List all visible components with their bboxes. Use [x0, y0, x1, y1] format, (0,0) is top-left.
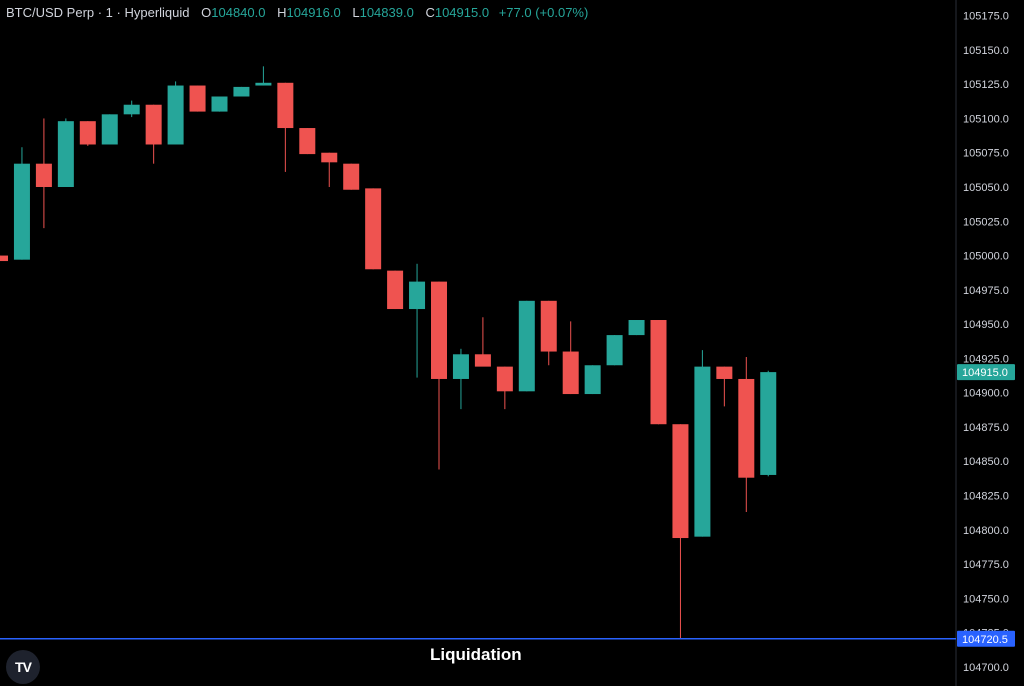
change-value: +77.0 (+0.07%)	[498, 5, 589, 20]
low-key: L	[352, 5, 360, 20]
candle-down	[79, 121, 96, 145]
candle-down	[189, 85, 206, 112]
candle-down	[277, 82, 294, 129]
close-value: 104915.0	[434, 5, 490, 20]
candle-up	[518, 300, 535, 392]
price-tick-label: 105050.0	[963, 182, 1009, 194]
candles	[0, 66, 777, 640]
price-tick-label: 104950.0	[963, 319, 1009, 331]
candle-down	[738, 378, 755, 478]
candle-down	[672, 424, 689, 539]
candle-down	[145, 104, 162, 145]
price-tick-label: 105000.0	[963, 251, 1009, 263]
price-tick-label: 104850.0	[963, 456, 1009, 468]
candle-down	[474, 354, 491, 367]
low-value: 104839.0	[359, 5, 414, 20]
liquidation-price-badge	[957, 630, 1015, 647]
candle-up	[606, 335, 623, 366]
price-tick-label: 104775.0	[963, 559, 1009, 571]
candle-down	[650, 320, 667, 425]
candle-up	[123, 104, 140, 115]
tradingview-logo-icon[interactable]: TV	[6, 650, 40, 684]
price-tick-label: 105075.0	[963, 148, 1009, 160]
open-value: 104840.0	[211, 5, 266, 20]
candle-up	[211, 96, 228, 112]
chart-legend: BTC/USD Perp · 1 · Hyperliquid O104840.0…	[6, 5, 588, 20]
price-tick-label: 104800.0	[963, 525, 1009, 537]
price-axis[interactable]: 105175.0 105150.0 105125.0 105100.0 105075.0…	[963, 11, 1009, 674]
candle-down	[321, 152, 338, 163]
price-tick-label: 105125.0	[963, 79, 1009, 91]
candle-down	[716, 366, 733, 379]
candle-up	[409, 281, 426, 310]
candle-up	[584, 365, 601, 395]
price-tick-label: 105150.0	[963, 45, 1009, 57]
price-tick-label: 104900.0	[963, 388, 1009, 400]
price-tick-label: 104975.0	[963, 285, 1009, 297]
candle-up	[57, 121, 74, 187]
candle-down	[431, 281, 447, 379]
price-tick-label: 105175.0	[963, 11, 1009, 23]
high-key: H	[277, 5, 287, 20]
liquidation-price-label: 104720.5	[962, 634, 1008, 646]
symbol-title[interactable]: BTC/USD Perp · 1 · Hyperliquid	[6, 5, 190, 20]
candle-down	[562, 351, 579, 395]
candle-down	[496, 366, 513, 392]
candle-down	[387, 270, 404, 310]
candle-down	[299, 128, 316, 155]
last-price-badge	[957, 364, 1015, 381]
price-tick-label: 104875.0	[963, 422, 1009, 434]
candle-up	[13, 163, 30, 260]
candle-up	[233, 86, 250, 97]
candle-down	[343, 163, 360, 190]
candle-up	[628, 320, 645, 336]
price-tick-label: 104925.0	[963, 353, 1009, 365]
price-tick-label: 104700.0	[963, 662, 1009, 674]
candle-down	[0, 255, 8, 262]
high-value: 104916.0	[286, 5, 341, 20]
price-tick-label: 104825.0	[963, 491, 1009, 503]
candle-up	[452, 354, 469, 379]
price-overlays: 104720.5 104915.0	[0, 364, 1015, 647]
last-price-label: 104915.0	[962, 367, 1008, 379]
candle-up	[101, 114, 118, 145]
price-tick-label: 104750.0	[963, 593, 1009, 605]
candle-up	[760, 372, 777, 475]
open-key: O	[201, 5, 212, 20]
candle-up	[694, 366, 711, 537]
candle-up	[255, 82, 272, 86]
candle-up	[167, 85, 184, 145]
candle-down	[35, 163, 52, 187]
candle-down	[365, 188, 382, 270]
close-key: C	[425, 5, 435, 20]
liquidation-label: Liquidation	[430, 645, 522, 664]
candle-down	[540, 300, 557, 352]
price-tick-label: 105025.0	[963, 216, 1009, 228]
price-tick-label: 105100.0	[963, 113, 1009, 125]
